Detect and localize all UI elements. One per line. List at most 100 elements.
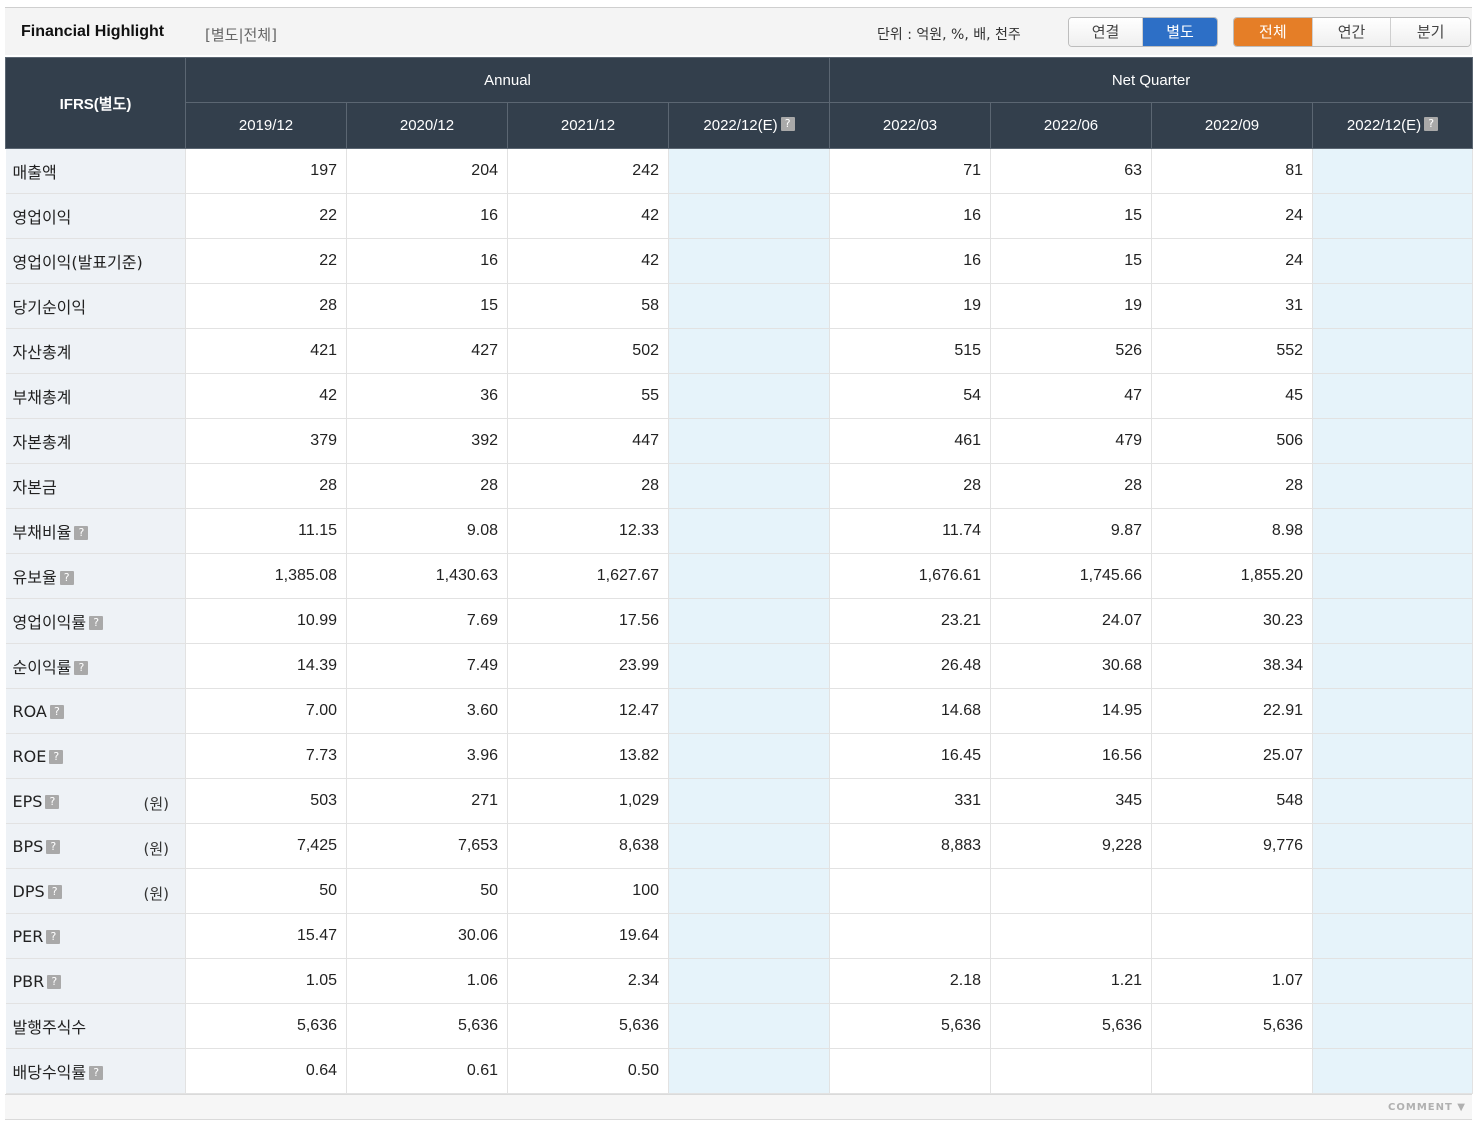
table-row: DPS? (원) 50 50 100 xyxy=(5,868,1474,914)
row-label-cell: 영업이익 xyxy=(5,193,186,239)
value-cell: 15 xyxy=(346,283,508,329)
table-row: 자본금 28 28 28 28 28 28 xyxy=(5,463,1474,509)
value-cell: 8,883 xyxy=(829,823,992,869)
value-cell: 197 xyxy=(185,148,347,194)
value-cell xyxy=(668,328,831,374)
row-label: 발행주식수 xyxy=(12,1018,87,1037)
separate-button[interactable]: 별도 xyxy=(1143,18,1217,46)
value-cell: 271 xyxy=(346,778,508,824)
row-label: 자산총계 xyxy=(12,343,72,362)
row-label: 영업이익(발표기준) xyxy=(12,253,143,272)
period-label: 2022/03 xyxy=(882,117,938,134)
value-cell: 2.34 xyxy=(507,958,669,1004)
question-mark-icon[interactable]: ? xyxy=(47,884,62,899)
row-label: PER xyxy=(12,926,44,946)
table-row: 자산총계 421 427 502 515 526 552 xyxy=(5,328,1474,374)
consolidated-button[interactable]: 연결 xyxy=(1069,18,1143,46)
value-cell: 28 xyxy=(1151,463,1314,509)
value-cell: 7.49 xyxy=(346,643,508,689)
value-cell: 204 xyxy=(346,148,508,194)
question-mark-icon[interactable]: ? xyxy=(74,661,89,675)
question-mark-icon[interactable]: ? xyxy=(89,1066,104,1080)
question-mark-icon[interactable]: ? xyxy=(47,974,62,989)
value-cell xyxy=(668,598,831,644)
value-cell xyxy=(829,1048,992,1094)
value-cell: 17.56 xyxy=(507,598,669,644)
question-mark-icon[interactable]: ? xyxy=(45,794,60,809)
financial-highlight-widget: Financial Highlight [별도|전체] 단위 : 억원, %, … xyxy=(5,7,1474,1121)
row-label-cell: PER? xyxy=(5,913,186,959)
value-cell: 502 xyxy=(507,328,669,374)
question-mark-icon[interactable]: ? xyxy=(46,929,61,944)
value-cell xyxy=(668,868,831,914)
value-cell: 2.18 xyxy=(829,958,992,1004)
value-cell: 45 xyxy=(1151,373,1314,419)
value-cell xyxy=(668,238,831,284)
value-cell: 28 xyxy=(507,463,669,509)
all-periods-button[interactable]: 전체 xyxy=(1234,18,1313,46)
question-mark-icon[interactable]: ? xyxy=(46,839,61,854)
value-cell: 5,636 xyxy=(507,1003,669,1049)
value-cell: 22 xyxy=(185,193,347,239)
value-cell: 242 xyxy=(507,148,669,194)
value-cell xyxy=(668,958,831,1004)
value-cell xyxy=(1312,418,1474,464)
value-cell: 30.06 xyxy=(346,913,508,959)
value-cell xyxy=(668,553,831,599)
value-cell: 19 xyxy=(829,283,992,329)
value-cell: 24 xyxy=(1151,238,1314,284)
comment-bar[interactable]: COMMENT ▼ xyxy=(5,1094,1472,1120)
value-cell: 42 xyxy=(185,373,347,419)
row-label-cell: 자산총계 xyxy=(5,328,186,374)
comment-toggle[interactable]: COMMENT ▼ xyxy=(1388,1102,1466,1113)
value-cell: 58 xyxy=(507,283,669,329)
value-cell xyxy=(668,463,831,509)
question-mark-icon[interactable]: ? xyxy=(49,704,64,719)
value-cell: 22 xyxy=(185,238,347,284)
row-label: 부채비율 xyxy=(12,523,72,542)
row-label-cell: 유보율? xyxy=(5,553,186,599)
value-cell: 461 xyxy=(829,418,992,464)
widget-header: Financial Highlight [별도|전체] 단위 : 억원, %, … xyxy=(5,7,1472,55)
value-cell: 23.21 xyxy=(829,598,992,644)
quarterly-button[interactable]: 분기 xyxy=(1391,18,1470,46)
row-label: 매출액 xyxy=(12,163,57,182)
value-cell: 24 xyxy=(1151,193,1314,239)
row-label: 영업이익률 xyxy=(12,613,87,632)
period-header: 2022/09 xyxy=(1151,102,1314,149)
annual-button[interactable]: 연간 xyxy=(1312,18,1392,46)
question-mark-icon[interactable]: ? xyxy=(59,571,74,585)
value-cell: 1,676.61 xyxy=(829,553,992,599)
row-label: 영업이익 xyxy=(12,208,72,227)
value-cell xyxy=(1312,373,1474,419)
question-mark-icon[interactable]: ? xyxy=(1424,117,1439,131)
value-cell xyxy=(1312,868,1474,914)
table-row: 영업이익 22 16 42 16 15 24 xyxy=(5,193,1474,239)
value-cell xyxy=(1312,643,1474,689)
row-label-cell: 영업이익(발표기준) xyxy=(5,238,186,284)
question-mark-icon[interactable]: ? xyxy=(89,616,104,630)
value-cell xyxy=(829,868,992,914)
value-cell: 331 xyxy=(829,778,992,824)
row-unit: (원) xyxy=(143,885,169,903)
table-row: PER? 15.47 30.06 19.64 xyxy=(5,913,1474,959)
question-mark-icon[interactable]: ? xyxy=(780,117,795,131)
basis-toggle: 연결 별도 xyxy=(1068,17,1218,47)
period-header: 2021/12 xyxy=(507,102,669,149)
period-label: 2021/12 xyxy=(560,117,616,134)
triangle-down-icon: ▼ xyxy=(1457,1102,1466,1113)
period-header: 2022/12(E)? xyxy=(667,102,831,149)
row-label: EPS xyxy=(12,791,43,811)
value-cell: 1.06 xyxy=(346,958,508,1004)
value-cell: 26.48 xyxy=(829,643,992,689)
question-mark-icon[interactable]: ? xyxy=(49,749,64,764)
value-cell: 3.96 xyxy=(346,733,508,779)
period-toggle: 전체 연간 분기 xyxy=(1233,17,1471,47)
value-cell: 28 xyxy=(185,283,347,329)
comment-label: COMMENT xyxy=(1388,1102,1453,1113)
row-label: 배당수익률 xyxy=(12,1063,87,1082)
value-cell xyxy=(668,148,831,194)
value-cell: 63 xyxy=(990,148,1153,194)
value-cell: 36 xyxy=(346,373,508,419)
question-mark-icon[interactable]: ? xyxy=(74,526,89,540)
